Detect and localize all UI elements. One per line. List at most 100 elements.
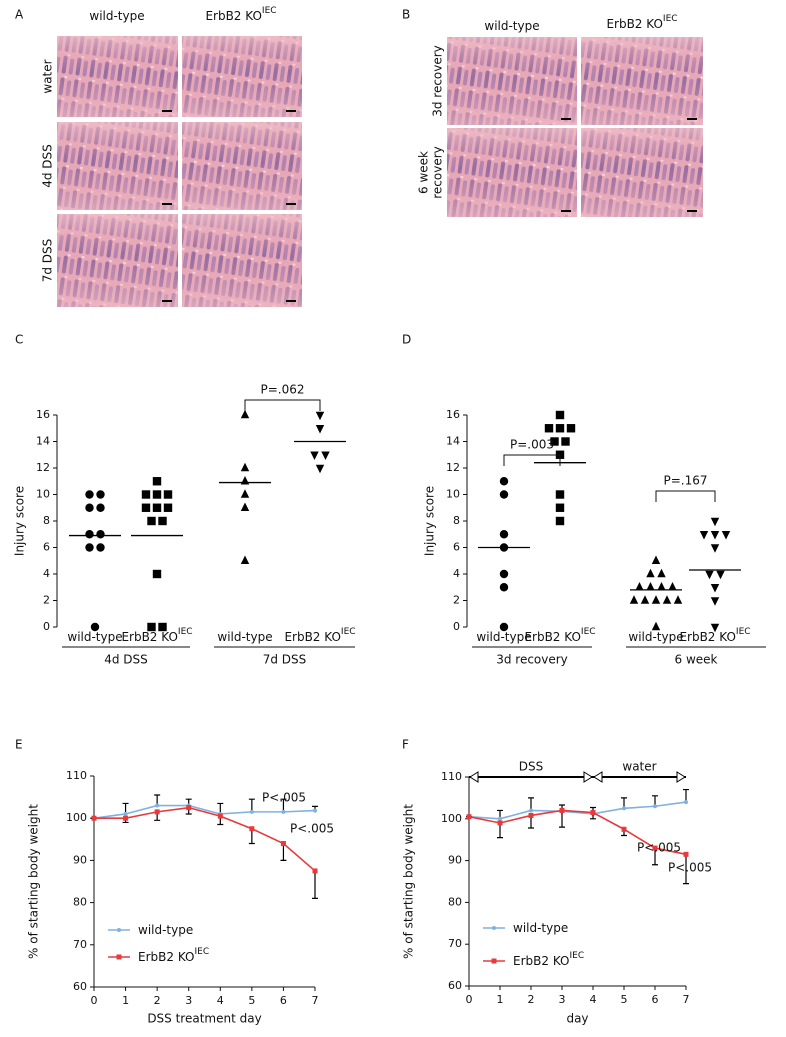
- row-label: 6 week: [417, 151, 431, 194]
- dot: [158, 622, 167, 632]
- dot: [651, 555, 661, 564]
- x-tick-label: 0: [466, 993, 473, 1006]
- dot: [85, 503, 94, 512]
- dot: [555, 516, 565, 526]
- y-tick-label: 100: [66, 811, 87, 824]
- y-tick-label: 10: [446, 488, 460, 501]
- p-value: P=.062: [260, 383, 304, 397]
- error-bar: [652, 848, 658, 866]
- dot: [555, 410, 565, 420]
- column-header-main: wild-type: [89, 9, 144, 23]
- dot: [90, 622, 100, 632]
- x-tick-label-main: wild-type: [217, 630, 272, 644]
- point: [653, 804, 657, 809]
- point: [497, 820, 503, 826]
- error-bar: [683, 788, 689, 803]
- row-label: 4d DSS: [41, 144, 55, 188]
- dot: [555, 424, 565, 433]
- histology-shade: [182, 36, 302, 117]
- x-tick-label: 6: [652, 993, 659, 1006]
- histology-shade: [182, 214, 302, 307]
- point: [559, 807, 565, 813]
- dot: [646, 568, 655, 578]
- y-tick-label: 12: [446, 461, 460, 474]
- point: [684, 800, 688, 805]
- point: [123, 815, 129, 821]
- significance-bracket: [503, 454, 561, 466]
- row-label: water: [41, 59, 55, 93]
- y-tick-label: 12: [36, 461, 50, 474]
- x-tick-label-sup: IEC: [341, 627, 356, 637]
- dot: [657, 582, 666, 591]
- legend-label-sup: IEC: [194, 947, 209, 957]
- x-tick-label: wild-type: [628, 630, 683, 644]
- y-axis-label: Injury score: [423, 486, 437, 556]
- period-arrow: [676, 771, 686, 783]
- point: [123, 811, 128, 816]
- period-arrow: [593, 771, 603, 783]
- row-label: recovery: [431, 146, 445, 199]
- y-tick-label: 110: [441, 770, 462, 783]
- y-tick-label: 2: [453, 594, 460, 607]
- panel-letter: E: [15, 738, 23, 752]
- legend-label-main: ErbB2 KO: [513, 954, 569, 968]
- dot: [710, 597, 720, 606]
- histology-shade: [57, 36, 178, 117]
- dot: [668, 582, 677, 591]
- histology-shade: [581, 128, 703, 217]
- y-axis-label: Injury score: [13, 486, 27, 556]
- dot: [240, 502, 250, 511]
- point: [652, 845, 658, 851]
- column-header-main: ErbB2 KO: [205, 9, 261, 23]
- legend-marker: [116, 954, 122, 960]
- y-tick-label: 6: [453, 541, 460, 554]
- y-tick-label: 10: [36, 488, 50, 501]
- x-tick-label: 5: [621, 993, 628, 1006]
- column-header: wild-type: [484, 19, 539, 33]
- series-line: [468, 809, 687, 856]
- p-value: P<.005: [290, 822, 334, 836]
- legend-label-main: wild-type: [138, 923, 193, 937]
- group-label: 6 week: [675, 653, 718, 667]
- point: [529, 808, 533, 813]
- error-bar: [280, 798, 287, 812]
- x-tick-label: 0: [91, 994, 98, 1007]
- point: [498, 816, 502, 821]
- dot: [721, 531, 731, 540]
- row-label: 3d recovery: [431, 45, 445, 117]
- dot: [710, 517, 720, 527]
- dot: [710, 584, 720, 593]
- panel-letter: B: [402, 8, 410, 22]
- column-header-sup: IEC: [262, 6, 277, 16]
- point: [155, 803, 160, 808]
- histology-shade: [447, 37, 577, 125]
- dot: [550, 437, 559, 446]
- x-tick-label-main: wild-type: [476, 630, 531, 644]
- dot: [321, 451, 330, 460]
- group-label: 7d DSS: [263, 653, 307, 667]
- y-tick-label: 100: [441, 812, 462, 825]
- dot: [315, 425, 325, 434]
- error-bar: [559, 810, 565, 828]
- significance-bracket: [244, 399, 321, 411]
- y-tick-label: 16: [446, 408, 460, 421]
- dot: [673, 595, 683, 604]
- error-bar: [312, 870, 318, 899]
- dot: [158, 516, 167, 526]
- legend-label: wild-type: [513, 921, 568, 935]
- y-tick-label: 90: [448, 854, 462, 867]
- y-axis-label: % of starting body weight: [27, 804, 41, 959]
- panel-letter: C: [15, 333, 23, 347]
- point: [312, 868, 318, 874]
- legend-label: ErbB2 KOIEC: [138, 947, 209, 964]
- dot: [657, 568, 666, 578]
- point: [186, 805, 192, 811]
- dot: [555, 503, 565, 512]
- dot: [499, 530, 509, 539]
- p-value: P<.005: [262, 791, 306, 805]
- error-bar: [528, 797, 534, 811]
- histology-shade: [57, 122, 178, 210]
- point: [249, 809, 254, 814]
- column-header-sup: IEC: [663, 14, 678, 24]
